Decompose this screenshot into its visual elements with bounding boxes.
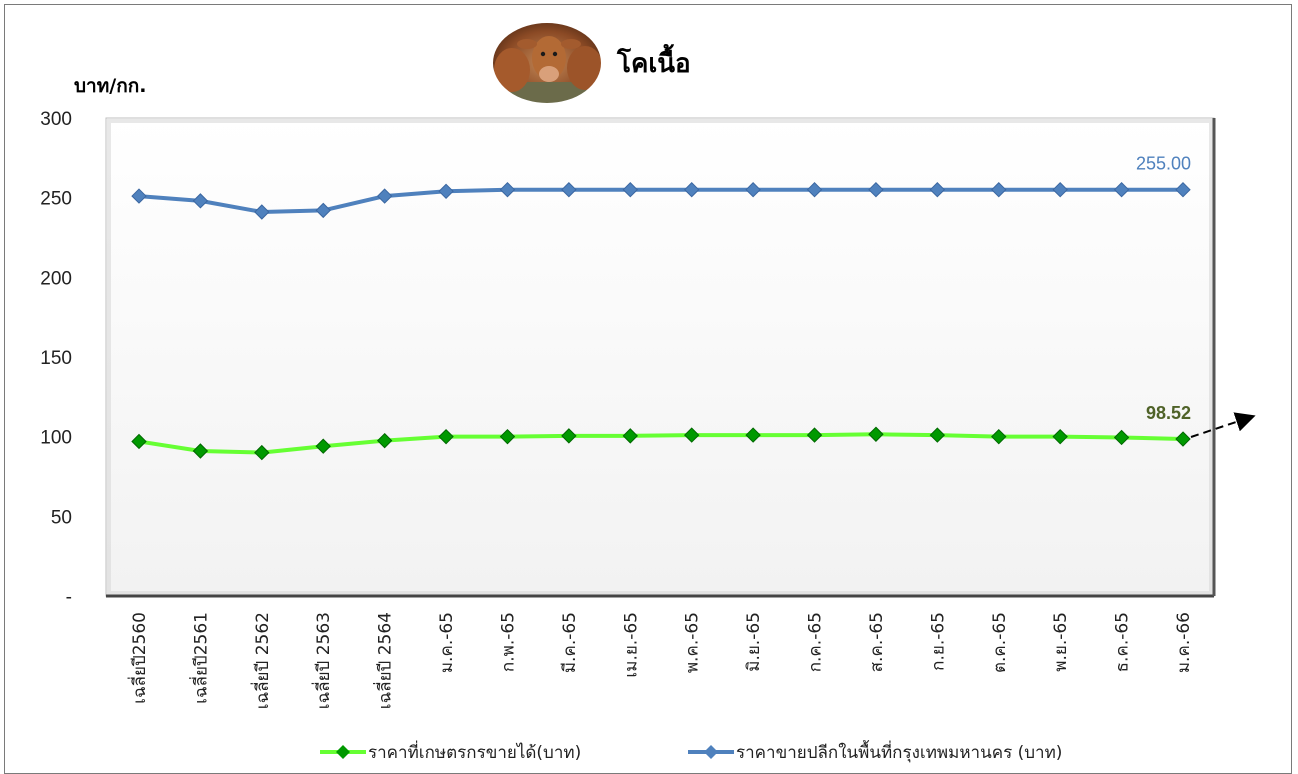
- data-point-marker: [745, 181, 761, 198]
- data-point-marker: [254, 444, 270, 461]
- data-point-marker: [192, 193, 209, 209]
- data-label: 255.00: [1136, 154, 1191, 174]
- x-tick-label: เฉลี่ยปี 2562: [250, 612, 273, 709]
- cow-icon: [491, 21, 603, 105]
- data-point-marker: [254, 204, 270, 220]
- x-tick-label: เฉลี่ยปี 2564: [373, 612, 396, 709]
- x-tick-label: ม.ค.-65: [437, 612, 457, 673]
- x-tick-label: พ.ค.-65: [683, 612, 703, 673]
- legend-marker: [336, 745, 350, 759]
- x-tick-label: มิ.ย.-65: [744, 612, 764, 672]
- data-point-marker: [1052, 428, 1068, 445]
- y-tick-label: 50: [51, 507, 72, 528]
- data-point-marker: [745, 427, 761, 443]
- chart-title: โคเนื้อ: [616, 43, 691, 79]
- legend-marker: [704, 745, 718, 759]
- data-point-marker: [868, 181, 884, 198]
- x-tick-label: ม.ค.-66: [1174, 612, 1194, 673]
- x-tick-label: ก.ค.-65: [806, 612, 826, 672]
- data-point-marker: [499, 181, 516, 198]
- data-point-marker: [1052, 181, 1068, 198]
- data-point-marker: [1113, 429, 1130, 446]
- data-point-marker: [1175, 431, 1191, 447]
- x-tick-label: พ.ย.-65: [1051, 612, 1071, 672]
- x-tick-label: เม.ย.-65: [621, 612, 641, 678]
- x-tick-label: ต.ค.-65: [990, 612, 1010, 673]
- data-point-marker: [622, 181, 639, 198]
- data-point-marker: [315, 438, 331, 454]
- trend-arrow-icon: [1190, 412, 1256, 438]
- data-point-marker: [622, 428, 639, 444]
- legend-label: ราคาที่เกษตรกรขายได้(บาท): [368, 740, 581, 763]
- plot-area: [105, 117, 1215, 597]
- data-point-marker: [192, 443, 209, 459]
- data-point-marker: [131, 433, 147, 450]
- x-tick-label: เฉลี่ยปี 2563: [311, 612, 334, 709]
- x-tick-label: ก.ย.-65: [928, 612, 948, 671]
- data-point-marker: [991, 428, 1007, 445]
- y-tick-label: 200: [40, 268, 72, 289]
- data-point-marker: [376, 432, 393, 449]
- data-point-marker: [315, 202, 331, 219]
- data-point-marker: [991, 181, 1007, 198]
- legend-label: ราคาขายปลีกในพื้นที่กรุงเทพมหานคร (บาท): [736, 740, 1062, 763]
- data-point-marker: [438, 183, 454, 200]
- data-point-marker: [499, 428, 516, 445]
- y-tick-label: -: [66, 587, 72, 608]
- data-point-marker: [683, 427, 700, 443]
- data-point-marker: [929, 427, 946, 443]
- x-tick-label: ก.พ.-65: [498, 612, 518, 672]
- data-point-marker: [929, 181, 946, 198]
- data-point-marker: [1175, 181, 1191, 198]
- data-point-marker: [806, 181, 823, 198]
- data-point-marker: [376, 188, 393, 204]
- x-tick-label: มี.ค.-65: [560, 612, 580, 673]
- data-point-marker: [806, 427, 823, 443]
- y-tick-label: 300: [40, 109, 72, 130]
- y-tick-label: 150: [40, 348, 72, 369]
- x-tick-label: ส.ค.-65: [867, 612, 887, 672]
- series-line: [138, 432, 1184, 455]
- x-tick-label: ธ.ค.-65: [1113, 612, 1133, 672]
- data-label: 98.52: [1146, 403, 1191, 423]
- data-point-marker: [1113, 181, 1130, 198]
- data-point-marker: [561, 181, 577, 198]
- data-point-marker: [561, 428, 577, 444]
- y-tick-label: 100: [40, 428, 72, 449]
- data-point-marker: [131, 188, 147, 204]
- data-point-marker: [868, 426, 884, 442]
- x-tick-label: เฉลี่ยปี2560: [127, 612, 150, 704]
- y-axis-unit-label: บาท/กก.: [74, 75, 146, 97]
- data-point-marker: [438, 428, 454, 445]
- x-tick-label: เฉลี่ยปี2561: [188, 612, 211, 704]
- y-tick-label: 250: [40, 189, 72, 210]
- data-point-marker: [683, 181, 700, 198]
- series-line: [138, 187, 1183, 215]
